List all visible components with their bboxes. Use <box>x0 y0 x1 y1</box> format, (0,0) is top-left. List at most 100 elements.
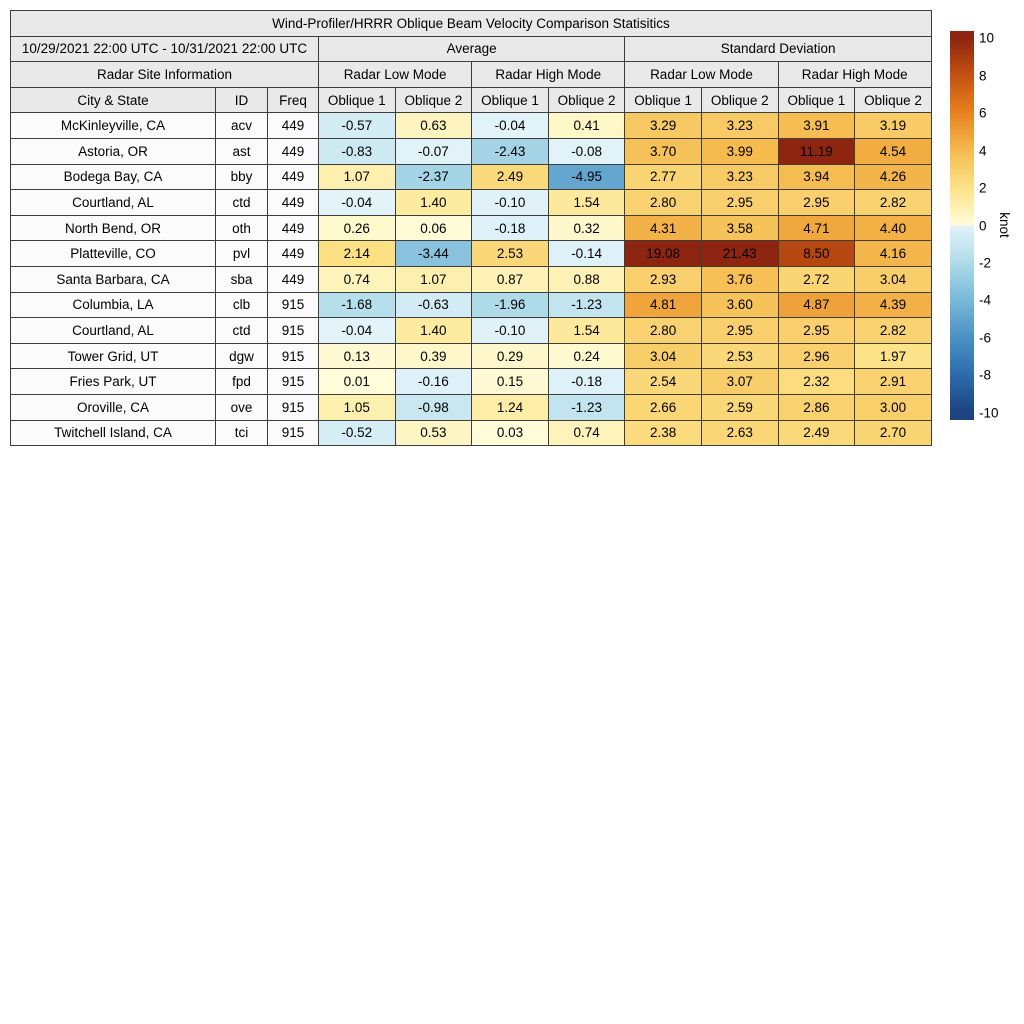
value-cell: 3.91 <box>777 112 856 139</box>
value-cell: 0.88 <box>547 265 626 293</box>
value-cell: 1.40 <box>394 189 473 216</box>
colorbar-tick-label: -2 <box>979 255 992 271</box>
group-header-row: 10/29/2021 22:00 UTC - 10/31/2021 22:00 … <box>10 35 932 63</box>
city-cell: Oroville, CA <box>10 393 216 421</box>
value-cell: 3.99 <box>700 137 779 165</box>
value-cell: -0.14 <box>547 240 626 267</box>
col-header-oblique: Oblique 1 <box>777 86 856 114</box>
value-cell: 2.95 <box>777 317 856 344</box>
colorbar-tick-label: 0 <box>979 217 987 233</box>
freq-cell: 915 <box>267 317 319 344</box>
table-row: Twitchell Island, CA tci 915 -0.52 0.53 0.03 0… <box>10 419 932 447</box>
id-cell: oth <box>215 214 268 242</box>
table-row: Bodega Bay, CA bby 449 1.07 -2.37 2.49 -4.95 2.… <box>10 163 932 191</box>
freq-cell: 449 <box>267 265 319 293</box>
value-cell: 0.53 <box>394 419 473 447</box>
value-cell: 1.07 <box>394 265 473 293</box>
city-cell: Fries Park, UT <box>10 368 216 395</box>
table-row: Oroville, CA ove 915 1.05 -0.98 1.24 -1.23 2.66… <box>10 393 932 421</box>
value-cell: -0.04 <box>318 317 396 344</box>
id-cell: pvl <box>215 240 268 267</box>
value-cell: 2.53 <box>471 240 549 267</box>
col-header-freq: Freq <box>267 86 319 114</box>
city-cell: Twitchell Island, CA <box>10 419 216 447</box>
freq-cell: 915 <box>267 342 319 370</box>
value-cell: 4.71 <box>777 214 856 242</box>
value-cell: 0.29 <box>471 342 549 370</box>
id-cell: sba <box>215 265 268 293</box>
date-range: 10/29/2021 22:00 UTC - 10/31/2021 22:00 … <box>10 35 319 63</box>
title-row: Wind-Profiler/HRRR Oblique Beam Velocity… <box>10 10 932 37</box>
value-cell: 0.32 <box>547 214 626 242</box>
value-cell: 2.95 <box>700 189 779 216</box>
city-cell: McKinleyville, CA <box>10 112 216 139</box>
value-cell: 0.26 <box>318 214 396 242</box>
city-cell: Columbia, LA <box>10 291 216 319</box>
col-header-oblique: Oblique 1 <box>624 86 702 114</box>
id-cell: bby <box>215 163 268 191</box>
value-cell: 3.23 <box>700 163 779 191</box>
city-cell: Tower Grid, UT <box>10 342 216 370</box>
mode-header: Radar Low Mode <box>624 61 779 88</box>
value-cell: 21.43 <box>700 240 779 267</box>
freq-cell: 915 <box>267 393 319 421</box>
city-cell: Courtland, AL <box>10 189 216 216</box>
value-cell: 0.74 <box>318 265 396 293</box>
value-cell: 3.94 <box>777 163 856 191</box>
freq-cell: 915 <box>267 291 319 319</box>
id-cell: dgw <box>215 342 268 370</box>
value-cell: 1.54 <box>547 189 626 216</box>
value-cell: -0.98 <box>394 393 473 421</box>
table-row: Courtland, AL ctd 915 -0.04 1.40 -0.10 1.54 2.8… <box>10 317 932 344</box>
value-cell: 2.59 <box>700 393 779 421</box>
colorbar-tick-label: 10 <box>979 30 995 46</box>
value-cell: 3.70 <box>624 137 702 165</box>
value-cell: 1.05 <box>318 393 396 421</box>
value-cell: 2.38 <box>624 419 702 447</box>
value-cell: -1.68 <box>318 291 396 319</box>
value-cell: 3.07 <box>700 368 779 395</box>
id-cell: fpd <box>215 368 268 395</box>
value-cell: 19.08 <box>624 240 702 267</box>
freq-cell: 449 <box>267 163 319 191</box>
value-cell: 2.93 <box>624 265 702 293</box>
colorbar-tick-label: 2 <box>979 180 987 196</box>
value-cell: 2.95 <box>777 189 856 216</box>
value-cell: 8.50 <box>777 240 856 267</box>
value-cell: 1.97 <box>854 342 932 370</box>
stats-table: Wind-Profiler/HRRR Oblique Beam Velocity… <box>10 10 932 447</box>
value-cell: 0.01 <box>318 368 396 395</box>
city-cell: Courtland, AL <box>10 317 216 344</box>
value-cell: 0.74 <box>547 419 626 447</box>
mode-header: Radar High Mode <box>777 61 932 88</box>
city-cell: Astoria, OR <box>10 137 216 165</box>
value-cell: 4.31 <box>624 214 702 242</box>
value-cell: 0.87 <box>471 265 549 293</box>
value-cell: -0.07 <box>394 137 473 165</box>
id-cell: ove <box>215 393 268 421</box>
value-cell: 1.24 <box>471 393 549 421</box>
table-row: Santa Barbara, CA sba 449 0.74 1.07 0.87 0.88 2… <box>10 265 932 293</box>
value-cell: 3.04 <box>854 265 932 293</box>
value-cell: 2.32 <box>777 368 856 395</box>
value-cell: -0.18 <box>547 368 626 395</box>
col-header-oblique: Oblique 1 <box>318 86 396 114</box>
col-header-oblique: Oblique 2 <box>547 86 626 114</box>
group-average: Average <box>317 35 626 63</box>
value-cell: 2.86 <box>777 393 856 421</box>
table-row: Courtland, AL ctd 449 -0.04 1.40 -0.10 1.54 2.8… <box>10 189 932 216</box>
value-cell: 3.76 <box>700 265 779 293</box>
value-cell: 2.91 <box>854 368 932 395</box>
colorbar-gradient <box>950 31 974 420</box>
value-cell: 2.70 <box>854 419 932 447</box>
table-row: Tower Grid, UT dgw 915 0.13 0.39 0.29 0.24 3.04… <box>10 342 932 370</box>
value-cell: 0.15 <box>471 368 549 395</box>
value-cell: 0.41 <box>547 112 626 139</box>
city-cell: Platteville, CO <box>10 240 216 267</box>
value-cell: 2.63 <box>700 419 779 447</box>
freq-cell: 449 <box>267 112 319 139</box>
colorbar-tick-label: 6 <box>979 105 987 121</box>
radar-site-info-label: Radar Site Information <box>10 61 319 88</box>
city-cell: Santa Barbara, CA <box>10 265 216 293</box>
